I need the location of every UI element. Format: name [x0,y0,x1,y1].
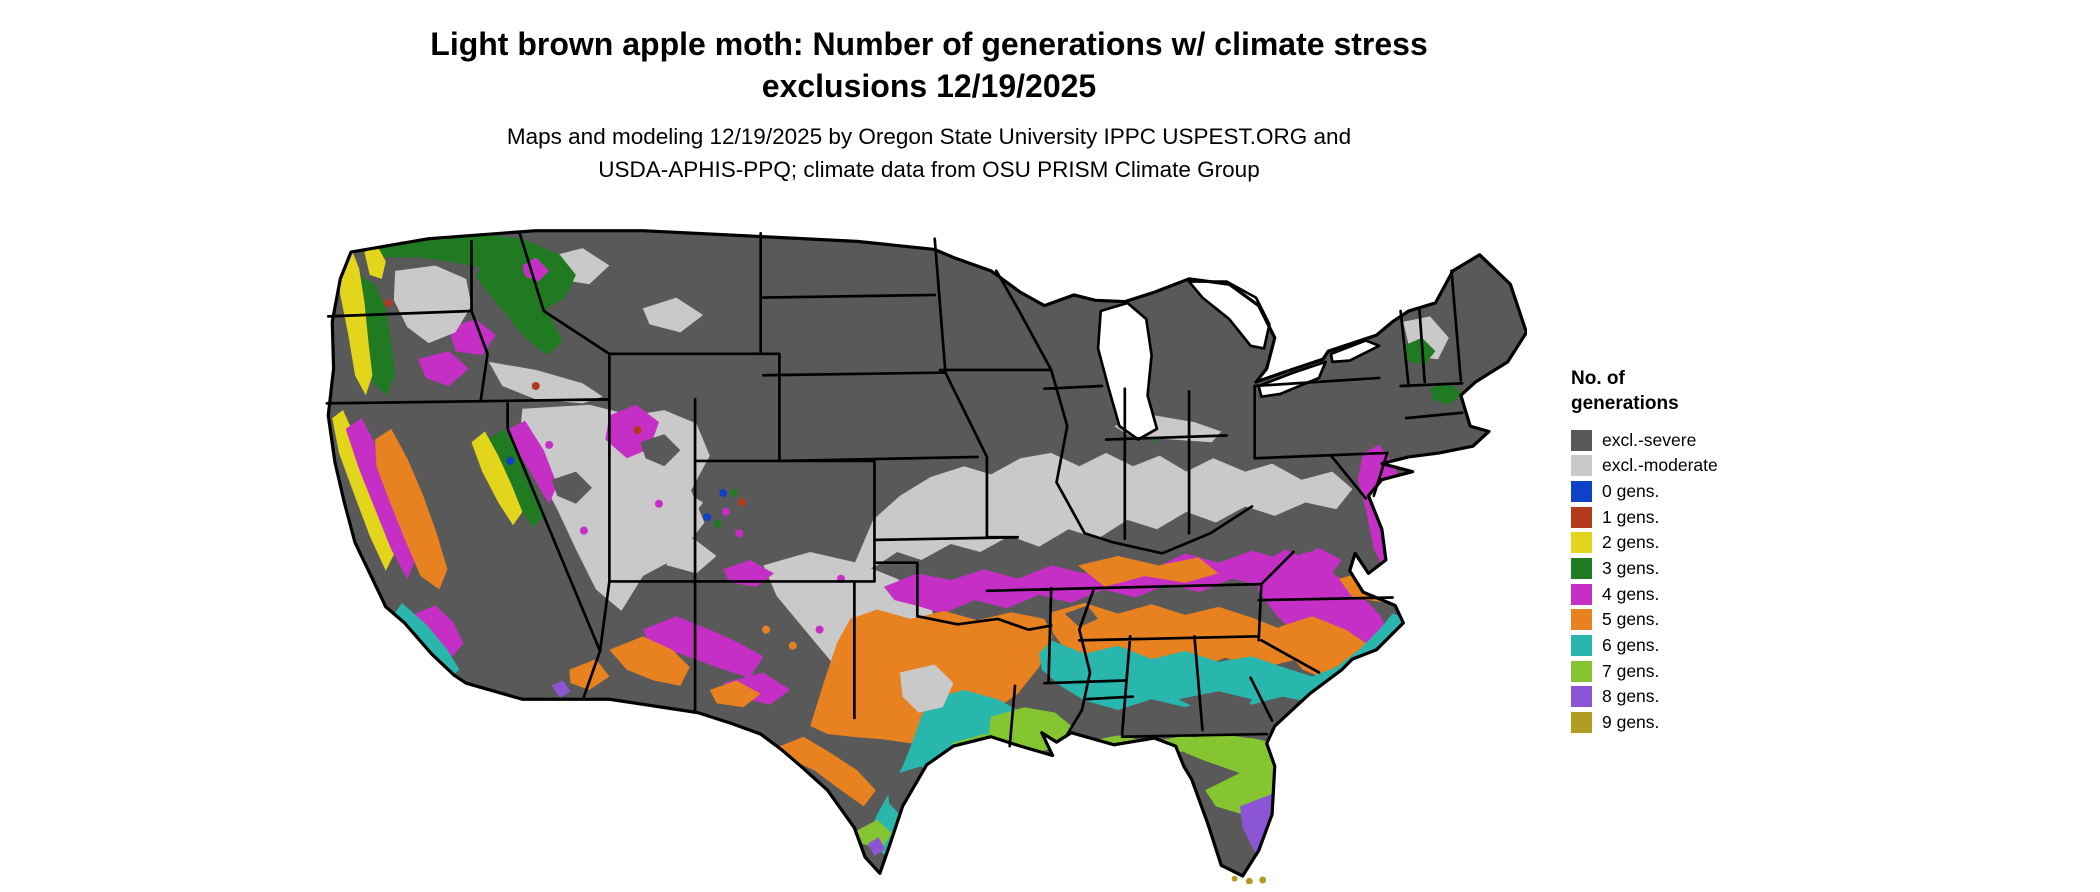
legend-swatch [1571,583,1592,605]
region-g6-deep-south-band [1039,613,1409,710]
legend-swatch [1571,429,1592,451]
legend-item-label: 1 gens. [1602,506,1660,527]
legend-item-5-gens: 5 gens. [1571,607,1891,633]
region-g4-southern-nm-az [642,616,791,705]
region-g5-rio-grande [776,736,876,807]
region-moderate-edwards-plateau [899,664,954,713]
lake-erie [1257,360,1327,399]
region-g3-new-england-specks [1403,337,1463,405]
legend-items: excl.-severe excl.-moderate 0 gens. 1 ge… [1571,427,1891,735]
speckle-cluster-5-gens [762,625,797,650]
title-line-1: Light brown apple moth: Number of genera… [430,26,1428,62]
legend-swatch [1571,557,1592,579]
region-severe-appalachian-high [1278,515,1329,552]
subtitle-line-2: USDA-APHIS-PPQ; climate data from OSU PR… [598,157,1260,183]
legend-item-9-gens: 9 gens. [1571,710,1891,736]
legend-item-4-gens: 4 gens. [1571,581,1891,607]
region-g5-el-paso [709,680,761,708]
us-map-container [321,228,1527,884]
region-g4-blue-mountains [417,319,496,386]
legend-item-3-gens: 3 gens. [1571,556,1891,582]
region-g5-arizona [569,636,690,690]
legend-item-label: 6 gens. [1602,635,1660,655]
speckle-cluster-9-gens-keys [1231,875,1267,884]
legend-swatch [1571,480,1592,502]
legend-title: No. of generations [1571,366,1891,416]
legend-item-7-gens: 7 gens. [1571,658,1891,684]
legend-swatch [1571,712,1592,734]
title-line-2: exclusions 12/19/2025 [761,67,1097,104]
region-g2-sierra-foothills [471,431,523,526]
speckle-cluster-4-gens [545,440,846,634]
region-g6-socal-coast [391,602,460,681]
legend-item-label: 7 gens. [1602,660,1660,681]
region-severe-ozark-speck [1064,605,1099,627]
page-title: Light brown apple moth: Number of genera… [0,24,1858,107]
legend-item-label: 9 gens. [1602,712,1660,733]
region-moderate-columbia-basin [393,265,472,344]
legend-title-line-2: generations [1571,393,1679,415]
region-g3-sierra [487,428,546,528]
legend-item-label: 8 gens. [1602,686,1660,707]
region-moderate-snake-plain [488,361,603,404]
region-g3-north-cascades [355,234,576,309]
subtitle-line-1: Maps and modeling 12/19/2025 by Oregon S… [506,124,1352,149]
region-g2-california-coast [332,410,394,571]
legend-swatch [1571,635,1592,656]
legend-item-6-gens: 6 gens. [1571,633,1891,659]
region-g2-puget [364,246,386,279]
speckle-cluster-0-gens [506,456,728,522]
legend-item-label: 0 gens. [1602,480,1660,501]
lake-michigan [1096,301,1159,441]
legend-swatch [1571,532,1592,554]
region-g4-socal-mountains [415,605,464,657]
region-g5-central-valley [375,428,448,590]
lake-ontario [1329,339,1381,364]
legend-swatch [1571,455,1592,477]
legend-item-1-gens: 1 gens. [1571,504,1891,530]
legend-item-label: 5 gens. [1602,609,1660,630]
legend-item-excl-severe: excl.-severe [1571,427,1891,453]
region-severe-nevada-specks [551,434,681,504]
region-g3-idaho-montana [475,265,563,356]
legend-item-label: excl.-severe [1602,429,1697,450]
legend-item-8-gens: 8 gens. [1571,684,1891,710]
region-moderate-montana-patches [546,248,704,333]
figure-header: Light brown apple moth: Number of genera… [0,24,1858,107]
legend-item-label: 2 gens. [1602,532,1660,553]
state-borders [325,232,1464,748]
region-g8-texas-tip [867,837,886,856]
legend-swatch [1571,609,1592,631]
us-outline [326,229,1527,878]
region-g8-yuma-speck [551,680,571,698]
region-severe-south-georgia [1178,691,1252,718]
legend-item-label: 3 gens. [1602,557,1660,578]
region-g3-oregon-cascades [356,274,396,396]
legend: No. of generations excl.-severe excl.-mo… [1571,366,1891,735]
legend-item-label: 4 gens. [1602,583,1660,604]
region-g2-pacific-coast-strip [337,248,373,396]
speckle-cluster-3-gens [713,489,738,528]
region-g5-midwest-pockets [1077,556,1219,587]
region-g4-sierra-east [508,420,558,504]
us-choropleth-map [325,229,1527,884]
figure-subtitle: Maps and modeling 12/19/2025 by Oregon S… [0,120,1858,187]
region-moderate-central-band [850,452,1353,574]
legend-item-2-gens: 2 gens. [1571,530,1891,556]
legend-swatch [1571,686,1592,708]
region-g4-ca-coast-range [345,418,416,579]
legend-item-0-gens: 0 gens. [1571,479,1891,505]
legend-title-line-1: No. of [1571,368,1625,389]
region-g7-rio-grande-valley [857,819,892,850]
speckle-cluster-1-gens [384,298,746,507]
legend-swatch [1571,506,1592,528]
legend-swatch [1571,660,1592,682]
legend-item-excl-moderate: excl.-moderate [1571,453,1891,479]
legend-item-label: excl.-moderate [1602,455,1718,476]
